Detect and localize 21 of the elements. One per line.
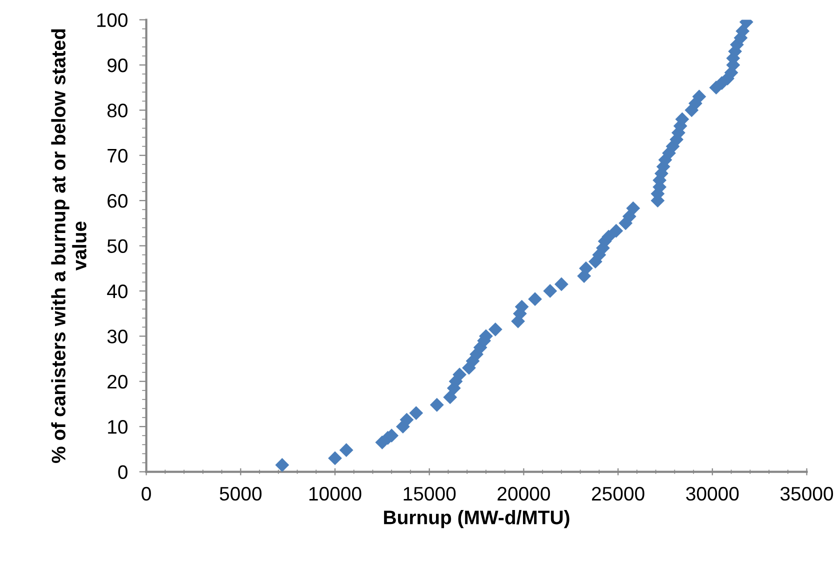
x-tick-label: 20000 [498,486,550,501]
x-tick-label: 15000 [404,486,456,501]
y-tick-label: 70 [108,148,128,163]
x-tick-label: 25000 [592,486,644,501]
y-tick-label: 100 [97,13,128,28]
y-tick-label: 0 [118,465,128,480]
x-tick-label: 35000 [780,486,834,501]
x-axis-title: Burnup (MW-d/MTU) [384,510,570,528]
x-tick-label: 0 [142,486,151,501]
y-tick-label: 50 [107,239,128,254]
x-tick-label: 5000 [220,486,262,501]
y-axis-title: % of canisters with a burnup at or below stated value [51,29,86,463]
y-tick-label: 80 [107,104,128,118]
x-tick-label: 10000 [309,486,362,501]
y-tick-label: 60 [108,194,128,208]
y-tick-label: 40 [107,284,128,298]
y-tick-label: 90 [108,58,128,72]
x-tick-label: 30000 [686,486,739,501]
y-tick-label: 20 [108,374,128,389]
y-tick-label: 10 [108,420,128,434]
y-tick-label: 30 [107,330,128,344]
